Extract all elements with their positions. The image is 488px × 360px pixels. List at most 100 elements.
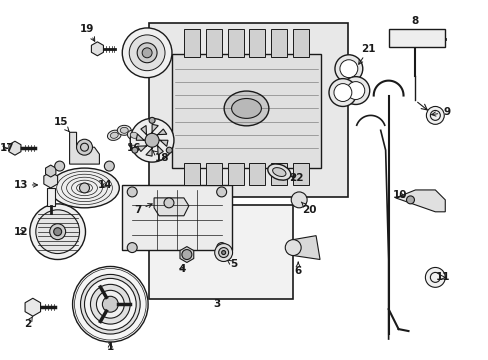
Ellipse shape bbox=[117, 125, 131, 135]
Text: 5: 5 bbox=[226, 260, 237, 270]
Bar bbox=[205, 163, 221, 185]
Polygon shape bbox=[293, 236, 319, 260]
Circle shape bbox=[90, 284, 130, 324]
Bar bbox=[293, 163, 308, 185]
Circle shape bbox=[163, 198, 174, 208]
Polygon shape bbox=[152, 140, 168, 147]
Polygon shape bbox=[152, 140, 163, 155]
Text: 13: 13 bbox=[14, 180, 38, 190]
Text: 22: 22 bbox=[288, 173, 303, 183]
Circle shape bbox=[406, 196, 414, 204]
Ellipse shape bbox=[267, 164, 290, 180]
Bar bbox=[47, 188, 55, 206]
Ellipse shape bbox=[50, 168, 119, 208]
Circle shape bbox=[127, 187, 137, 197]
Polygon shape bbox=[69, 132, 99, 164]
Polygon shape bbox=[152, 124, 158, 140]
Bar bbox=[249, 29, 265, 57]
Circle shape bbox=[221, 251, 225, 255]
Bar bbox=[149, 205, 293, 299]
Bar bbox=[227, 163, 243, 185]
Circle shape bbox=[122, 28, 172, 78]
Polygon shape bbox=[141, 126, 152, 140]
Polygon shape bbox=[45, 165, 56, 177]
Bar bbox=[249, 163, 265, 185]
Text: 9: 9 bbox=[431, 107, 449, 117]
Text: 11: 11 bbox=[435, 273, 449, 282]
Bar bbox=[172, 54, 321, 168]
Circle shape bbox=[80, 183, 89, 193]
Bar bbox=[149, 23, 347, 197]
Text: 12: 12 bbox=[14, 227, 28, 237]
Ellipse shape bbox=[110, 132, 118, 138]
Circle shape bbox=[130, 118, 174, 162]
Ellipse shape bbox=[127, 130, 141, 140]
Bar bbox=[183, 163, 200, 185]
Circle shape bbox=[166, 147, 172, 153]
Bar bbox=[205, 29, 221, 57]
Polygon shape bbox=[91, 42, 103, 56]
Circle shape bbox=[81, 274, 140, 334]
Circle shape bbox=[341, 77, 369, 104]
Circle shape bbox=[132, 147, 138, 153]
Bar bbox=[183, 29, 200, 57]
Text: 19: 19 bbox=[80, 24, 95, 41]
Text: 17: 17 bbox=[0, 143, 14, 153]
Text: 21: 21 bbox=[358, 44, 375, 64]
Circle shape bbox=[425, 267, 445, 287]
Ellipse shape bbox=[120, 127, 128, 133]
Circle shape bbox=[334, 55, 362, 82]
Circle shape bbox=[333, 84, 351, 102]
Polygon shape bbox=[9, 141, 21, 155]
Circle shape bbox=[77, 139, 92, 155]
Ellipse shape bbox=[130, 132, 138, 138]
Circle shape bbox=[216, 243, 226, 253]
Circle shape bbox=[55, 161, 64, 171]
Text: 1: 1 bbox=[106, 342, 114, 352]
Text: 20: 20 bbox=[301, 202, 316, 215]
Polygon shape bbox=[395, 190, 445, 212]
Circle shape bbox=[145, 133, 159, 147]
Circle shape bbox=[129, 35, 164, 71]
Ellipse shape bbox=[272, 168, 285, 176]
Circle shape bbox=[137, 43, 157, 63]
Circle shape bbox=[149, 117, 155, 123]
Polygon shape bbox=[154, 198, 188, 216]
Ellipse shape bbox=[231, 99, 261, 118]
Circle shape bbox=[54, 228, 61, 236]
Circle shape bbox=[72, 266, 148, 342]
Circle shape bbox=[346, 82, 364, 99]
Text: 2: 2 bbox=[24, 316, 33, 329]
Text: 16: 16 bbox=[127, 143, 141, 153]
Polygon shape bbox=[136, 134, 152, 140]
Polygon shape bbox=[152, 129, 166, 140]
Text: 6: 6 bbox=[294, 262, 301, 276]
Bar bbox=[122, 185, 231, 249]
Circle shape bbox=[102, 296, 118, 312]
Ellipse shape bbox=[224, 91, 268, 126]
Circle shape bbox=[30, 204, 85, 260]
Bar bbox=[227, 29, 243, 57]
Circle shape bbox=[214, 244, 232, 261]
Polygon shape bbox=[145, 140, 152, 156]
Circle shape bbox=[285, 240, 301, 256]
Bar bbox=[271, 29, 286, 57]
Text: 4: 4 bbox=[178, 265, 185, 274]
Text: 10: 10 bbox=[392, 190, 407, 200]
Text: 14: 14 bbox=[98, 180, 112, 190]
Circle shape bbox=[426, 107, 444, 124]
Circle shape bbox=[328, 78, 356, 107]
Text: 18: 18 bbox=[152, 150, 169, 163]
Text: 3: 3 bbox=[213, 299, 220, 309]
Text: 15: 15 bbox=[53, 117, 69, 131]
Bar bbox=[388, 29, 445, 47]
Text: 7: 7 bbox=[134, 204, 152, 215]
Bar bbox=[293, 29, 308, 57]
Circle shape bbox=[36, 210, 80, 253]
Circle shape bbox=[339, 60, 357, 78]
Circle shape bbox=[50, 224, 65, 240]
Bar bbox=[271, 163, 286, 185]
Text: 8: 8 bbox=[411, 16, 418, 26]
Polygon shape bbox=[137, 140, 152, 152]
Ellipse shape bbox=[107, 130, 121, 140]
